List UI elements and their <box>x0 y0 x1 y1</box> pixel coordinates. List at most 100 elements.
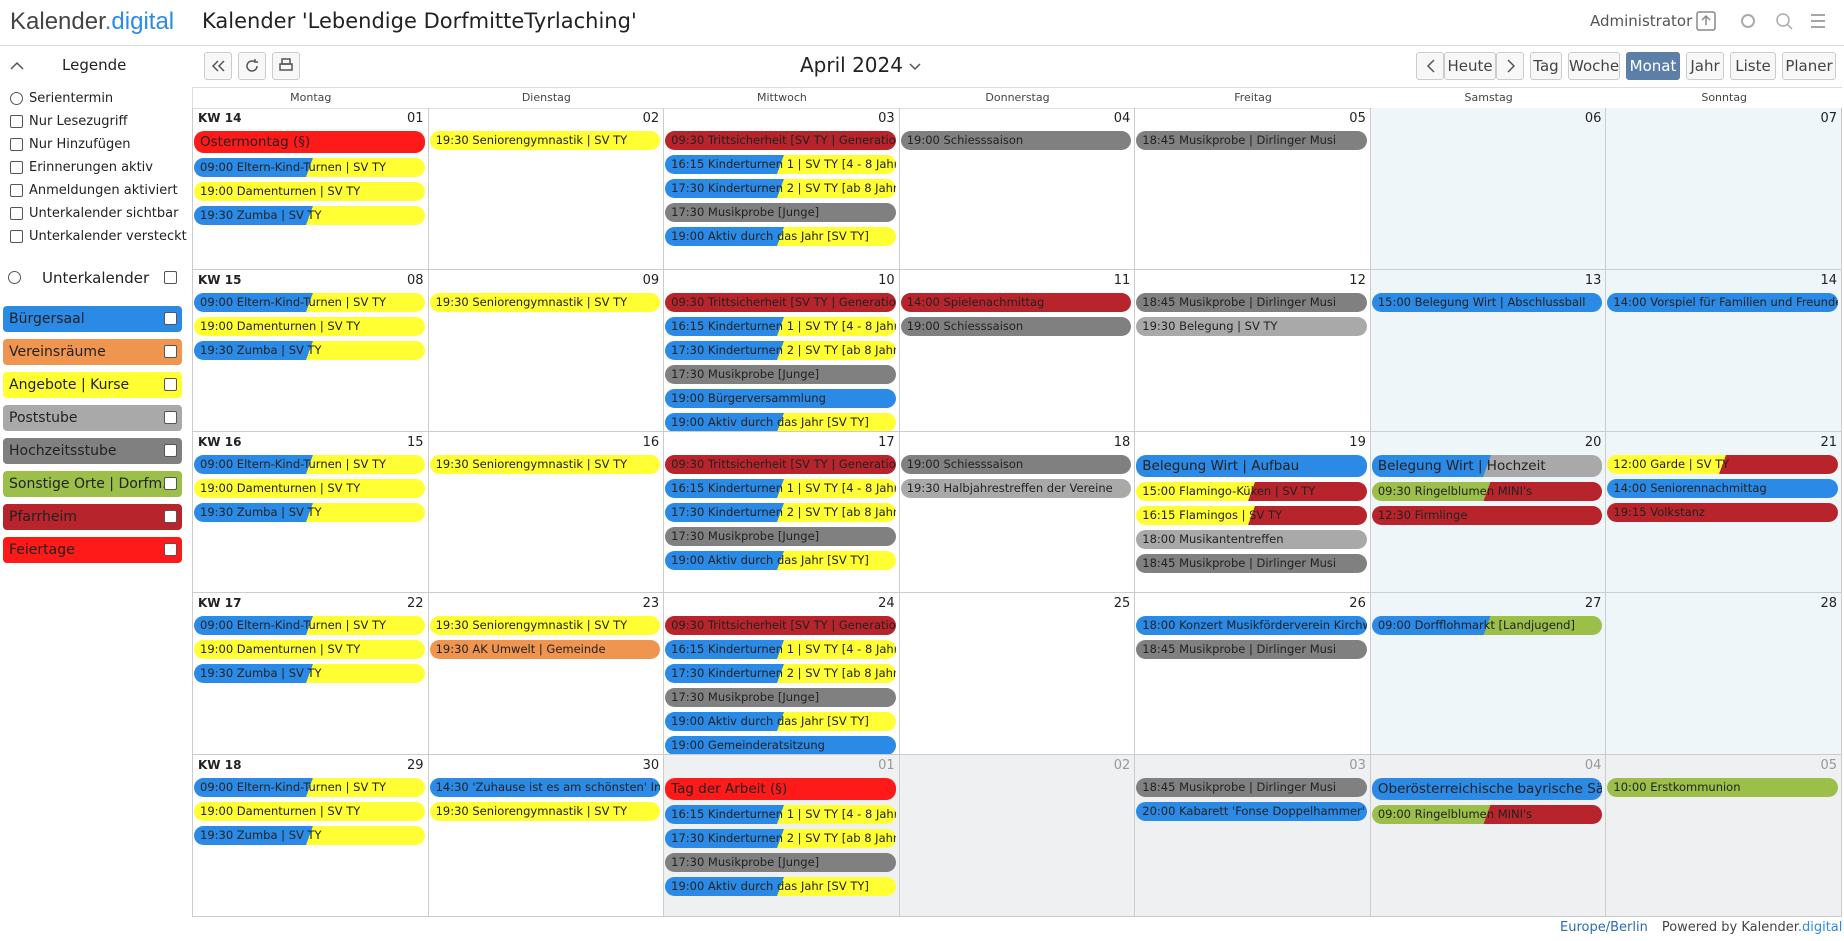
event[interactable]: 19:15 Volkstanz <box>1607 502 1838 522</box>
collapse-icon[interactable] <box>8 57 28 77</box>
subcalendar-item[interactable]: Feiertage <box>3 537 182 563</box>
prev-fast-button[interactable] <box>204 52 232 80</box>
legend-title[interactable]: Legende <box>62 56 127 74</box>
event[interactable]: 18:45 Musikprobe | Dirlinger Musi <box>1136 778 1367 798</box>
event[interactable]: 19:30 Zumba | SV TY <box>194 502 425 522</box>
day-cell[interactable]: 13 15:00 Belegung Wirt | Abschlussball <box>1370 269 1607 432</box>
day-cell[interactable]: 28 <box>1606 593 1842 756</box>
view-button[interactable]: Planer <box>1782 52 1836 80</box>
event[interactable]: Tag der Arbeit (§) <box>665 778 896 801</box>
day-cell[interactable]: 01 Tag der Arbeit (§) 16:15 Kinderturnen 1… <box>664 755 900 917</box>
day-cell[interactable]: 03 18:45 Musikprobe | Dirlinger Musi 20:00… <box>1135 755 1371 917</box>
view-button[interactable]: Monat <box>1626 52 1680 80</box>
day-cell[interactable]: 02 19:30 Seniorengymnastik | SV TY <box>428 108 665 270</box>
refresh-button[interactable] <box>238 52 266 80</box>
event[interactable]: 17:30 Musikprobe [Junge] <box>665 364 896 384</box>
event[interactable]: Belegung Wirt | Hochzeit <box>1371 454 1603 477</box>
day-cell[interactable]: 17 09:30 Trittsicherheit [SV TY | Generat… <box>664 431 900 594</box>
event[interactable]: 09:30 Trittsicherheit [SV TY | Generatio… <box>665 131 896 150</box>
event[interactable]: 19:00 Aktiv durch das Jahr [SV TY] <box>665 712 896 732</box>
event[interactable]: 19:30 Zumba | SV TY <box>194 826 425 846</box>
event[interactable]: 09:30 Trittsicherheit [SV TY | Generatio… <box>665 616 896 636</box>
event[interactable]: 19:30 Zumba | SV TY <box>194 340 425 360</box>
event[interactable]: 16:15 Kinderturnen 1 | SV TY [4 - 8 Jahr… <box>665 640 896 660</box>
day-cell[interactable]: 24 09:30 Trittsicherheit [SV TY | Generat… <box>664 593 900 756</box>
day-cell[interactable]: 14 14:00 Vorspiel für Familien und Freund… <box>1606 269 1842 432</box>
event[interactable]: 16:15 Kinderturnen 1 | SV TY [4 - 8 Jahr… <box>665 805 896 825</box>
event[interactable]: 15:00 Belegung Wirt | Abschlussball <box>1371 292 1603 312</box>
day-cell[interactable]: KW 14 01 Ostermontag (§) 09:00 Eltern-Kind-… <box>193 108 429 270</box>
event[interactable]: 20:00 Kabarett 'Fonse Doppelhammer' | Wi… <box>1136 802 1367 822</box>
event[interactable]: 09:00 Ringelblumen MINI's <box>1371 805 1603 825</box>
event[interactable]: 17:30 Musikprobe [Junge] <box>665 203 896 222</box>
subcalendar-item[interactable]: Vereinsräume <box>3 339 182 365</box>
day-cell[interactable]: 26 18:00 Konzert Musikförderverein Kirchw… <box>1135 593 1371 756</box>
event[interactable]: 18:00 Musikantentreffen <box>1136 529 1367 549</box>
event[interactable]: 09:00 Eltern-Kind-Turnen | SV TY <box>194 778 425 798</box>
event[interactable]: 16:15 Kinderturnen 1 | SV TY [4 - 8 Jahr… <box>665 155 896 174</box>
day-cell[interactable]: 10 09:30 Trittsicherheit [SV TY | Generat… <box>664 269 900 432</box>
event[interactable]: 16:15 Kinderturnen 1 | SV TY [4 - 8 Jahr… <box>665 316 896 336</box>
event[interactable]: 19:00 Damenturnen | SV TY <box>194 802 425 822</box>
event[interactable]: 10:00 Erstkommunion <box>1607 778 1838 798</box>
event[interactable]: 19:00 Damenturnen | SV TY <box>194 640 425 660</box>
day-cell[interactable]: 04 Oberösterreichische bayrische Sänger u… <box>1370 755 1607 917</box>
day-cell[interactable]: 06 <box>1370 108 1607 270</box>
event[interactable]: 19:00 Bürgerversammlung <box>665 388 896 408</box>
day-cell[interactable]: 07 <box>1606 108 1842 270</box>
day-cell[interactable]: 25 <box>899 593 1136 756</box>
event[interactable]: 19:00 Aktiv durch das Jahr [SV TY] <box>665 550 896 570</box>
event[interactable]: 19:30 Seniorengymnastik | SV TY <box>429 802 661 822</box>
event[interactable]: Belegung Wirt | Aufbau <box>1136 454 1367 477</box>
event[interactable]: 19:30 Zumba | SV TY <box>194 664 425 684</box>
event[interactable]: 18:45 Musikprobe | Dirlinger Musi <box>1136 131 1367 150</box>
print-button[interactable] <box>272 52 300 80</box>
event[interactable]: 17:30 Kinderturnen 2 | SV TY [ab 8 Jahre… <box>665 664 896 684</box>
event[interactable]: 09:00 Dorfflohmarkt [Landjugend] <box>1371 616 1603 636</box>
day-cell[interactable]: KW 17 22 09:00 Eltern-Kind-Turnen | SV TY 1… <box>193 593 429 756</box>
event[interactable]: 19:30 Seniorengymnastik | SV TY <box>429 616 661 636</box>
day-cell[interactable]: 04 19:00 Schiesssaison <box>899 108 1136 270</box>
event[interactable]: 19:00 Aktiv durch das Jahr [SV TY] <box>665 877 896 897</box>
day-cell[interactable]: KW 16 15 09:00 Eltern-Kind-Turnen | SV TY 1… <box>193 431 429 594</box>
day-cell[interactable]: KW 18 29 09:00 Eltern-Kind-Turnen | SV TY 1… <box>193 755 429 917</box>
event[interactable]: 19:00 Damenturnen | SV TY <box>194 182 425 201</box>
event[interactable]: Ostermontag (§) <box>194 131 425 153</box>
event[interactable]: 09:30 Trittsicherheit [SV TY | Generatio… <box>665 292 896 312</box>
day-cell[interactable]: KW 15 08 09:00 Eltern-Kind-Turnen | SV TY 1… <box>193 269 429 432</box>
event[interactable]: 19:30 Halbjahrestreffen der Vereine <box>900 478 1132 498</box>
event[interactable]: 17:30 Kinderturnen 2 | SV TY [ab 8 Jahre… <box>665 340 896 360</box>
event[interactable]: 19:00 Damenturnen | SV TY <box>194 316 425 336</box>
event[interactable]: 19:00 Aktiv durch das Jahr [SV TY] <box>665 412 896 431</box>
event[interactable]: 09:00 Eltern-Kind-Turnen | SV TY <box>194 158 425 177</box>
day-cell[interactable]: 03 09:30 Trittsicherheit [SV TY | Generat… <box>664 108 900 270</box>
event[interactable]: 19:00 Aktiv durch das Jahr [SV TY] <box>665 227 896 246</box>
event[interactable]: 17:30 Musikprobe [Junge] <box>665 853 896 873</box>
user-link[interactable]: Administrator <box>1590 12 1693 30</box>
day-cell[interactable]: 11 14:00 Spielenachmittag 19:00 Schiesssai… <box>899 269 1136 432</box>
day-cell[interactable]: 20 Belegung Wirt | Hochzeit 09:30 Ringelbl… <box>1370 431 1607 594</box>
subcalendar-item[interactable]: Sonstige Orte | Dorfm... <box>3 471 182 497</box>
day-cell[interactable]: 05 10:00 Erstkommunion <box>1606 755 1842 917</box>
month-picker[interactable]: April 2024 <box>800 53 921 77</box>
event[interactable]: 09:30 Ringelblumen MINI's <box>1371 481 1603 501</box>
event[interactable]: Oberösterreichische bayrische Sänger ur <box>1371 778 1603 801</box>
event[interactable]: 18:45 Musikprobe | Dirlinger Musi <box>1136 553 1367 573</box>
event[interactable]: 19:30 Seniorengymnastik | SV TY <box>429 454 661 474</box>
event[interactable]: 14:00 Vorspiel für Familien und Freunde … <box>1607 292 1838 312</box>
day-cell[interactable]: 19 Belegung Wirt | Aufbau 15:00 Flamingo-K… <box>1135 431 1371 594</box>
event[interactable]: 09:00 Eltern-Kind-Turnen | SV TY <box>194 454 425 474</box>
event[interactable]: 15:00 Flamingo-Küken | SV TY <box>1136 481 1367 501</box>
day-cell[interactable]: 21 12:00 Garde | SV TY 14:00 Seniorennachm… <box>1606 431 1842 594</box>
day-cell[interactable]: 23 19:30 Seniorengymnastik | SV TY 19:30 A… <box>428 593 665 756</box>
event[interactable]: 14:00 Spielenachmittag <box>900 292 1132 312</box>
event[interactable]: 12:00 Garde | SV TY <box>1607 454 1838 474</box>
event[interactable]: 09:30 Trittsicherheit [SV TY | Generatio… <box>665 454 896 474</box>
view-button[interactable]: Woche <box>1568 52 1620 80</box>
event[interactable]: 14:00 Seniorennachmittag <box>1607 478 1838 498</box>
event[interactable]: 19:00 Schiesssaison <box>900 454 1132 474</box>
subcalendar-item[interactable]: Angebote | Kurse <box>3 372 182 398</box>
day-cell[interactable]: 09 19:30 Seniorengymnastik | SV TY <box>428 269 665 432</box>
event[interactable]: 17:30 Kinderturnen 2 | SV TY [ab 8 Jahre… <box>665 179 896 198</box>
event[interactable]: 19:00 Schiesssaison <box>900 131 1132 150</box>
